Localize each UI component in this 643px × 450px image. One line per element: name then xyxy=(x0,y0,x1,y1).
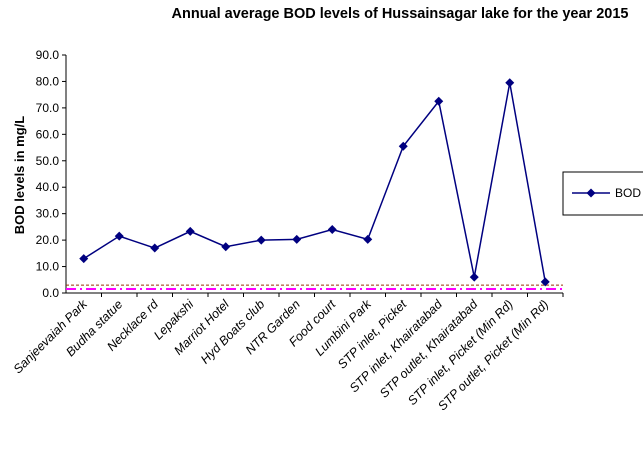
point xyxy=(327,225,337,235)
y-tick-label: 70.0 xyxy=(36,101,60,115)
point xyxy=(505,78,515,88)
y-tick-label: 60.0 xyxy=(36,127,60,141)
legend-label: BOD xyxy=(615,186,641,200)
point xyxy=(363,234,373,244)
point xyxy=(540,277,550,287)
point xyxy=(185,226,195,236)
point xyxy=(150,243,160,253)
y-tick-label: 80.0 xyxy=(36,74,60,88)
chart-title: Annual average BOD levels of Hussainsaga… xyxy=(171,6,629,22)
point xyxy=(469,272,479,282)
point xyxy=(221,242,231,252)
point xyxy=(114,231,124,241)
y-tick-label: 10.0 xyxy=(36,260,60,274)
y-tick-label: 20.0 xyxy=(36,233,60,247)
y-tick-label: 50.0 xyxy=(36,154,60,168)
point xyxy=(292,234,302,244)
legend-marker xyxy=(586,188,596,198)
y-tick-label: 90.0 xyxy=(36,48,60,62)
series-line xyxy=(83,82,546,283)
y-tick-label: 40.0 xyxy=(36,180,60,194)
point xyxy=(79,254,89,264)
y-axis-label: BOD levels in mg/L xyxy=(12,116,27,235)
y-tick-label: 30.0 xyxy=(36,207,60,221)
point xyxy=(398,141,408,151)
point xyxy=(256,235,266,245)
y-tick-label: 0.0 xyxy=(42,286,59,300)
point xyxy=(434,96,444,106)
